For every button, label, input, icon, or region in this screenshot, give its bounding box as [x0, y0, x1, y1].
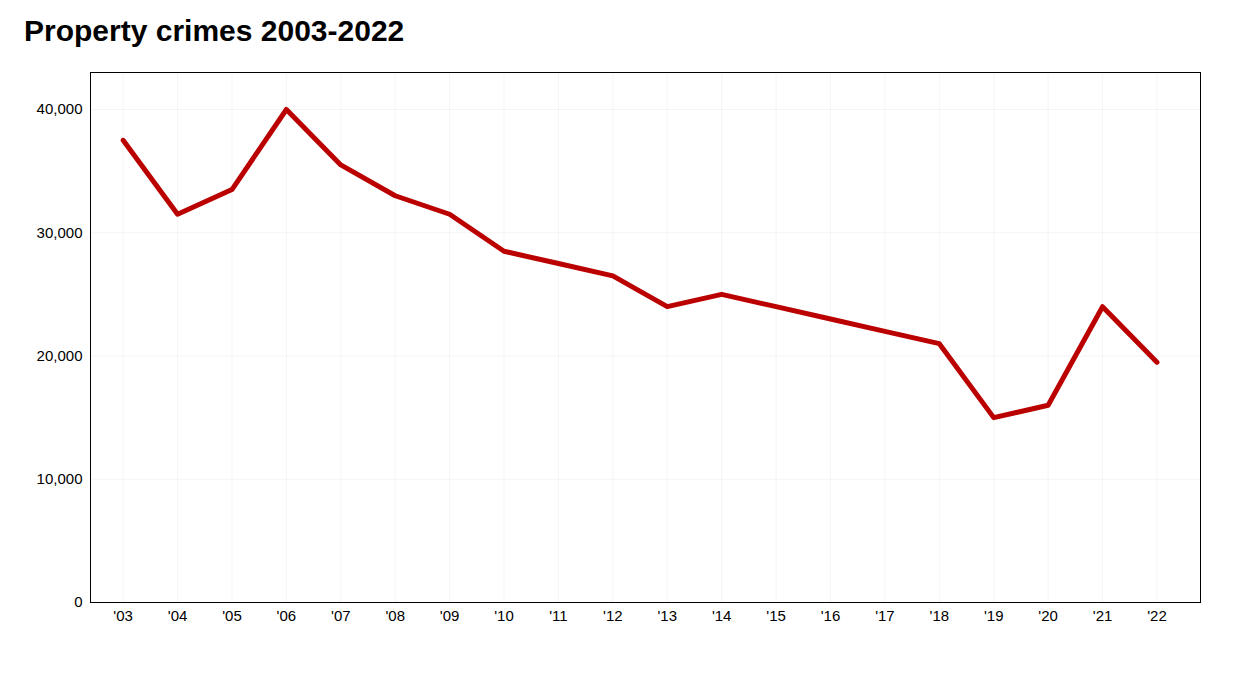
- svg-text:'13: '13: [657, 607, 677, 624]
- svg-text:20,000: 20,000: [37, 347, 83, 364]
- svg-text:'18: '18: [930, 607, 950, 624]
- svg-text:'10: '10: [494, 607, 514, 624]
- svg-text:30,000: 30,000: [37, 224, 83, 241]
- svg-text:'04: '04: [168, 607, 188, 624]
- svg-text:'16: '16: [821, 607, 841, 624]
- svg-text:0: 0: [74, 593, 82, 610]
- svg-text:40,000: 40,000: [37, 100, 83, 117]
- svg-text:10,000: 10,000: [37, 470, 83, 487]
- svg-text:'19: '19: [984, 607, 1004, 624]
- svg-text:'11: '11: [549, 607, 567, 624]
- svg-text:'12: '12: [603, 607, 623, 624]
- svg-text:'15: '15: [766, 607, 786, 624]
- svg-text:'06: '06: [277, 607, 297, 624]
- html-text:Property crimes 2003-2022: Property crimes 2003-2022: [24, 14, 405, 47]
- svg-text:'21: '21: [1093, 607, 1113, 624]
- svg-text:'20: '20: [1038, 607, 1058, 624]
- svg-text:'05: '05: [222, 607, 242, 624]
- svg-text:'22: '22: [1147, 607, 1167, 624]
- svg-text:'08: '08: [385, 607, 405, 624]
- svg-text:'09: '09: [440, 607, 460, 624]
- svg-text:'17: '17: [875, 607, 895, 624]
- svg-text:'03: '03: [113, 607, 133, 624]
- svg-text:'14: '14: [712, 607, 732, 624]
- svg-text:'07: '07: [331, 607, 351, 624]
